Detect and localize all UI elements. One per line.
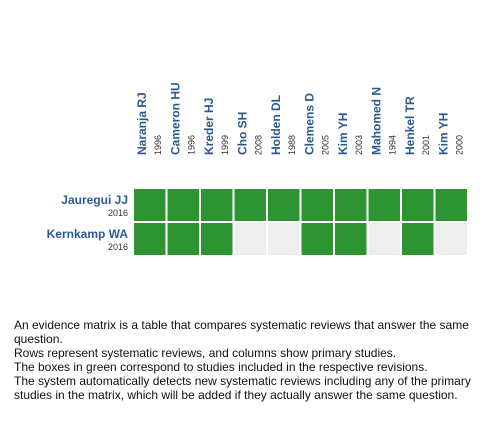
study-year: 2008 [254,135,264,155]
matrix-cell[interactable] [234,223,267,255]
matrix-cell[interactable] [368,189,401,221]
matrix-cell[interactable] [335,189,367,221]
study-year: 1996 [153,135,163,155]
study-year: 1994 [388,135,398,155]
matrix-cell[interactable] [335,223,367,255]
matrix-cell[interactable] [201,189,233,221]
note-line: An evidence matrix is a table that compa… [14,318,469,346]
study-name[interactable]: Holden DL [269,95,283,155]
matrix-cell[interactable] [234,189,267,221]
review-name[interactable]: Kernkamp WA [47,227,129,241]
study-name[interactable]: Kim YH [437,113,451,155]
study-year: 2001 [421,135,431,155]
matrix-cell[interactable] [268,189,300,221]
note-line: The boxes in green correspond to studies… [14,360,428,374]
review-year: 2016 [108,242,128,252]
matrix-cell[interactable] [402,223,434,255]
study-name[interactable]: Naranja RJ [135,92,149,155]
study-name[interactable]: Henkel TR [403,96,417,155]
study-year: 2005 [321,135,331,155]
study-name[interactable]: Cameron HU [169,82,183,155]
matrix-cell[interactable] [201,223,233,255]
matrix-cell[interactable] [368,223,401,255]
matrix-cell[interactable] [167,189,200,221]
matrix-cell[interactable] [402,189,434,221]
study-name[interactable]: Kim YH [336,113,350,155]
study-year: 2003 [354,135,364,155]
review-year: 2016 [108,208,128,218]
matrix-cell[interactable] [435,189,468,221]
study-year: 2000 [455,135,465,155]
matrix-cell[interactable] [134,189,166,221]
matrix-cell[interactable] [435,223,468,255]
study-name[interactable]: Kreder HJ [202,98,216,155]
matrix-cell[interactable] [301,223,334,255]
matrix-cell[interactable] [167,223,200,255]
notes: An evidence matrix is a table that compa… [14,318,476,402]
study-year: 1999 [220,135,230,155]
study-name[interactable]: Cho SH [236,112,250,155]
matrix-cell[interactable] [134,223,166,255]
study-name[interactable]: Mahomed N [370,87,384,155]
study-name[interactable]: Clemens D [303,93,317,155]
study-year: 1988 [287,135,297,155]
matrix-cell[interactable] [301,189,334,221]
review-name[interactable]: Jauregui JJ [61,193,128,207]
study-year: 1996 [187,135,197,155]
evidence-matrix: Naranja RJ 1996 Cameron HU 1996 Kreder HJ 199… [47,82,468,255]
note-line: Rows represent systematic reviews, and c… [14,346,397,360]
note-line: The system automatically detects new sys… [14,374,471,402]
matrix-cell[interactable] [268,223,300,255]
